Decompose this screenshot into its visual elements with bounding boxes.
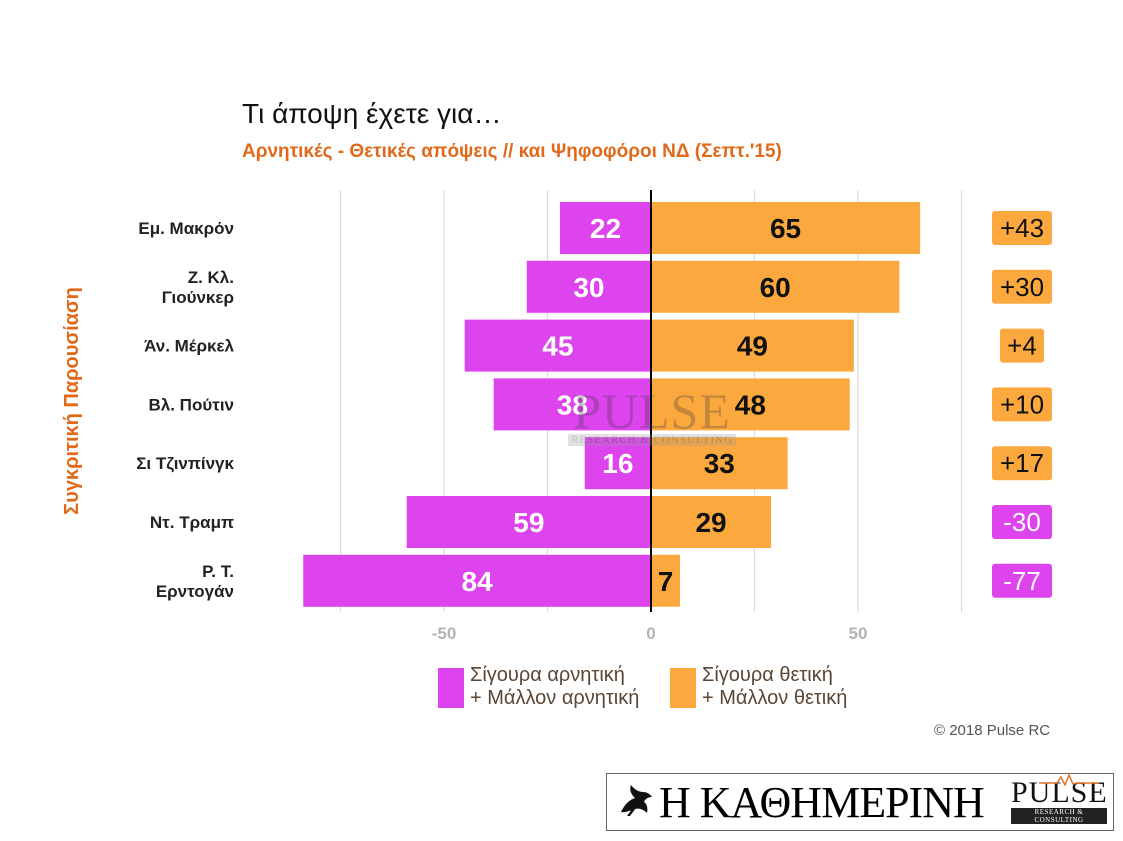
bar-negative bbox=[526, 260, 651, 313]
category-label: Βλ. Πούτιν bbox=[149, 395, 235, 414]
net-badge-label: +4 bbox=[1007, 331, 1037, 361]
data-label-positive: 7 bbox=[658, 566, 674, 597]
net-badge-label: +17 bbox=[1000, 448, 1044, 478]
x-tick-label: -50 bbox=[432, 624, 457, 643]
kathimerini-bird-icon bbox=[621, 785, 652, 816]
bar-negative bbox=[303, 554, 651, 607]
net-badge bbox=[992, 446, 1052, 481]
legend-label-negative: Σίγουρα αρνητική + Μάλλον αρνητική bbox=[470, 664, 639, 710]
data-label-negative: 16 bbox=[602, 448, 633, 479]
chart-subtitle: Αρνητικές - Θετικές απόψεις // και Ψηφοφ… bbox=[242, 141, 782, 162]
bar-positive bbox=[651, 554, 680, 607]
x-tick-label: 0 bbox=[646, 624, 655, 643]
category-label: Ερντογάν bbox=[156, 582, 234, 601]
category-label: Άν. Μέρκελ bbox=[144, 337, 234, 356]
legend-label-positive-line2: + Μάλλον θετική bbox=[702, 687, 848, 709]
bar-positive bbox=[651, 496, 772, 548]
data-label-negative: 45 bbox=[542, 331, 573, 362]
net-badge bbox=[992, 387, 1052, 422]
data-label-positive: 49 bbox=[737, 331, 768, 362]
bar-negative bbox=[406, 496, 651, 548]
net-badge bbox=[992, 563, 1052, 598]
net-badge-label: -77 bbox=[1003, 566, 1041, 596]
data-label-positive: 60 bbox=[760, 272, 791, 303]
data-label-positive: 33 bbox=[704, 448, 735, 479]
data-label-negative: 22 bbox=[590, 213, 621, 244]
x-tick-label: 50 bbox=[849, 624, 868, 643]
watermark-text: PULSE bbox=[573, 383, 731, 439]
category-label: Γιούνκερ bbox=[162, 288, 234, 307]
bar-negative bbox=[464, 319, 651, 372]
category-label: Ντ. Τραμπ bbox=[150, 513, 234, 532]
pulse-heartbeat-icon bbox=[1039, 774, 1099, 786]
net-badge-label: -30 bbox=[1003, 507, 1041, 537]
bar-positive bbox=[651, 202, 921, 254]
legend-label-negative-line2: + Μάλλον αρνητική bbox=[470, 687, 640, 709]
net-badge-label: +30 bbox=[1000, 272, 1044, 302]
data-label-negative: 59 bbox=[513, 507, 544, 538]
bar-negative bbox=[584, 437, 651, 490]
legend-swatch-positive bbox=[670, 668, 696, 708]
net-badge bbox=[992, 269, 1052, 304]
watermark-subtext: RESEARCH & CONSULTING bbox=[568, 434, 736, 446]
bar-positive bbox=[651, 260, 900, 313]
data-label-positive: 48 bbox=[735, 389, 766, 420]
publisher-logo-banner: Η ΚΑΘΗΜΕΡΙΝΗ PULSE RESEARCH & CONSULTING bbox=[606, 773, 1114, 831]
data-label-positive: 29 bbox=[695, 507, 726, 538]
legend-label-positive-line1: Σίγουρα θετική bbox=[702, 664, 833, 686]
diverging-bar-chart: -50 0 50 22 65 Εμ. Μακρόν +43 30 60 Ζ. Κλ.Γιούνκε… bbox=[136, 190, 1052, 643]
chart-title: Τι άποψη έχετε για… bbox=[242, 98, 502, 129]
category-label: Ρ. Τ. bbox=[202, 562, 234, 581]
bar-negative bbox=[559, 202, 651, 254]
data-label-negative: 30 bbox=[573, 272, 604, 303]
net-badge-label: +43 bbox=[1000, 213, 1044, 243]
data-label-positive: 65 bbox=[770, 213, 801, 244]
bar-positive bbox=[651, 378, 850, 431]
category-label: Ζ. Κλ. bbox=[188, 268, 234, 287]
legend-swatch-negative bbox=[438, 668, 464, 708]
data-label-negative: 84 bbox=[462, 566, 494, 597]
category-label: Σι Τζινπίνγκ bbox=[136, 454, 234, 473]
net-badge bbox=[992, 211, 1052, 245]
net-badge bbox=[1000, 328, 1044, 363]
pulse-logo: PULSE RESEARCH & CONSULTING bbox=[1011, 774, 1107, 824]
copyright-note: © 2018 Pulse RC bbox=[934, 722, 1051, 739]
data-label-negative: 38 bbox=[557, 389, 588, 420]
legend-label-negative-line1: Σίγουρα αρνητική bbox=[470, 664, 625, 686]
net-badge bbox=[992, 505, 1052, 539]
bar-negative bbox=[493, 378, 651, 431]
pulse-logo-subtext: RESEARCH & CONSULTING bbox=[1011, 808, 1107, 824]
bar-positive bbox=[651, 437, 788, 490]
legend-label-positive: Σίγουρα θετική + Μάλλον θετική bbox=[702, 664, 847, 710]
kathimerini-logo-text: Η ΚΑΘΗΜΕΡΙΝΗ bbox=[659, 778, 985, 827]
category-label: Εμ. Μακρόν bbox=[138, 219, 234, 238]
bar-positive bbox=[651, 319, 854, 372]
pulse-watermark: PULSE RESEARCH & CONSULTING bbox=[568, 383, 736, 446]
net-badge-label: +10 bbox=[1000, 389, 1044, 419]
